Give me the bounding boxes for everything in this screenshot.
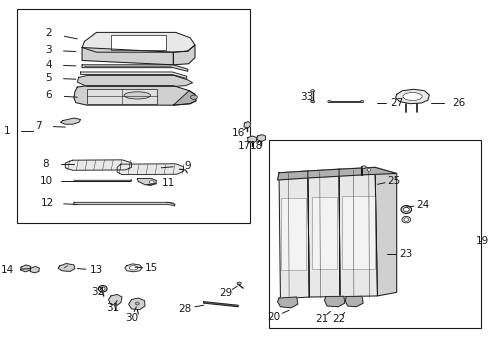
Polygon shape [58,264,75,271]
Polygon shape [338,167,377,297]
Ellipse shape [237,282,241,284]
Text: 9: 9 [184,161,191,171]
Text: 10: 10 [40,176,53,186]
Polygon shape [108,294,122,305]
Ellipse shape [310,90,314,92]
Text: 24: 24 [416,200,429,210]
Ellipse shape [403,207,408,212]
Polygon shape [124,264,142,272]
Polygon shape [117,164,183,175]
Text: 5: 5 [45,73,52,83]
Ellipse shape [190,95,197,99]
Polygon shape [374,167,396,296]
Polygon shape [247,136,256,143]
Text: 19: 19 [474,236,488,246]
Polygon shape [244,122,250,128]
Ellipse shape [402,93,421,100]
Bar [281,198,306,270]
Text: 27: 27 [389,98,403,108]
Polygon shape [30,266,39,273]
Ellipse shape [124,92,150,99]
Polygon shape [324,296,344,307]
Text: 20: 20 [267,312,280,322]
Polygon shape [65,160,131,170]
Polygon shape [277,297,297,308]
Text: 17: 17 [237,141,250,151]
Text: 31: 31 [105,303,119,313]
Ellipse shape [361,166,366,168]
Text: 1: 1 [3,126,10,136]
Ellipse shape [366,168,370,171]
Bar [17,9,250,223]
Ellipse shape [100,287,105,291]
Ellipse shape [310,100,314,103]
Ellipse shape [98,285,107,292]
Ellipse shape [327,100,330,103]
Text: 30: 30 [125,312,138,323]
Text: 22: 22 [332,314,345,324]
Text: 4: 4 [45,60,52,70]
Polygon shape [173,91,196,105]
Ellipse shape [360,100,363,103]
Polygon shape [20,265,31,272]
Ellipse shape [400,206,411,213]
Text: 25: 25 [387,176,400,186]
Text: 8: 8 [42,159,49,169]
Ellipse shape [401,216,410,223]
Polygon shape [137,179,156,185]
Polygon shape [173,45,195,65]
Polygon shape [279,171,308,299]
Bar [269,140,480,328]
Text: 12: 12 [41,198,54,208]
Ellipse shape [149,181,154,184]
Text: 21: 21 [315,314,328,324]
Text: 11: 11 [162,177,175,188]
Polygon shape [395,89,428,104]
Polygon shape [203,302,238,307]
Polygon shape [82,48,173,65]
Polygon shape [82,32,195,52]
Polygon shape [61,118,81,124]
Bar [341,196,374,269]
Polygon shape [77,76,192,86]
Polygon shape [277,167,396,180]
Text: 32: 32 [91,287,104,297]
Polygon shape [74,202,174,206]
Text: 18: 18 [249,141,262,151]
Text: 6: 6 [45,90,52,100]
Text: 15: 15 [145,263,158,273]
Ellipse shape [129,266,138,270]
Text: 16: 16 [231,128,244,138]
Text: 28: 28 [178,303,191,314]
Ellipse shape [403,218,408,221]
Bar [311,197,336,269]
Bar [111,35,166,50]
Polygon shape [256,135,265,141]
Polygon shape [345,296,362,307]
Text: 29: 29 [219,288,232,298]
Polygon shape [128,298,145,310]
Text: 2: 2 [45,28,52,38]
Polygon shape [81,72,186,78]
Polygon shape [82,65,187,71]
Ellipse shape [135,302,139,305]
Text: 3: 3 [45,45,52,55]
Text: 26: 26 [451,98,465,108]
Polygon shape [307,169,339,297]
Text: 23: 23 [399,249,412,259]
Polygon shape [74,86,196,105]
Text: 13: 13 [90,265,103,275]
Text: 14: 14 [1,265,14,275]
Text: 7: 7 [36,121,42,131]
Text: 33: 33 [299,92,312,102]
Bar [87,89,156,104]
